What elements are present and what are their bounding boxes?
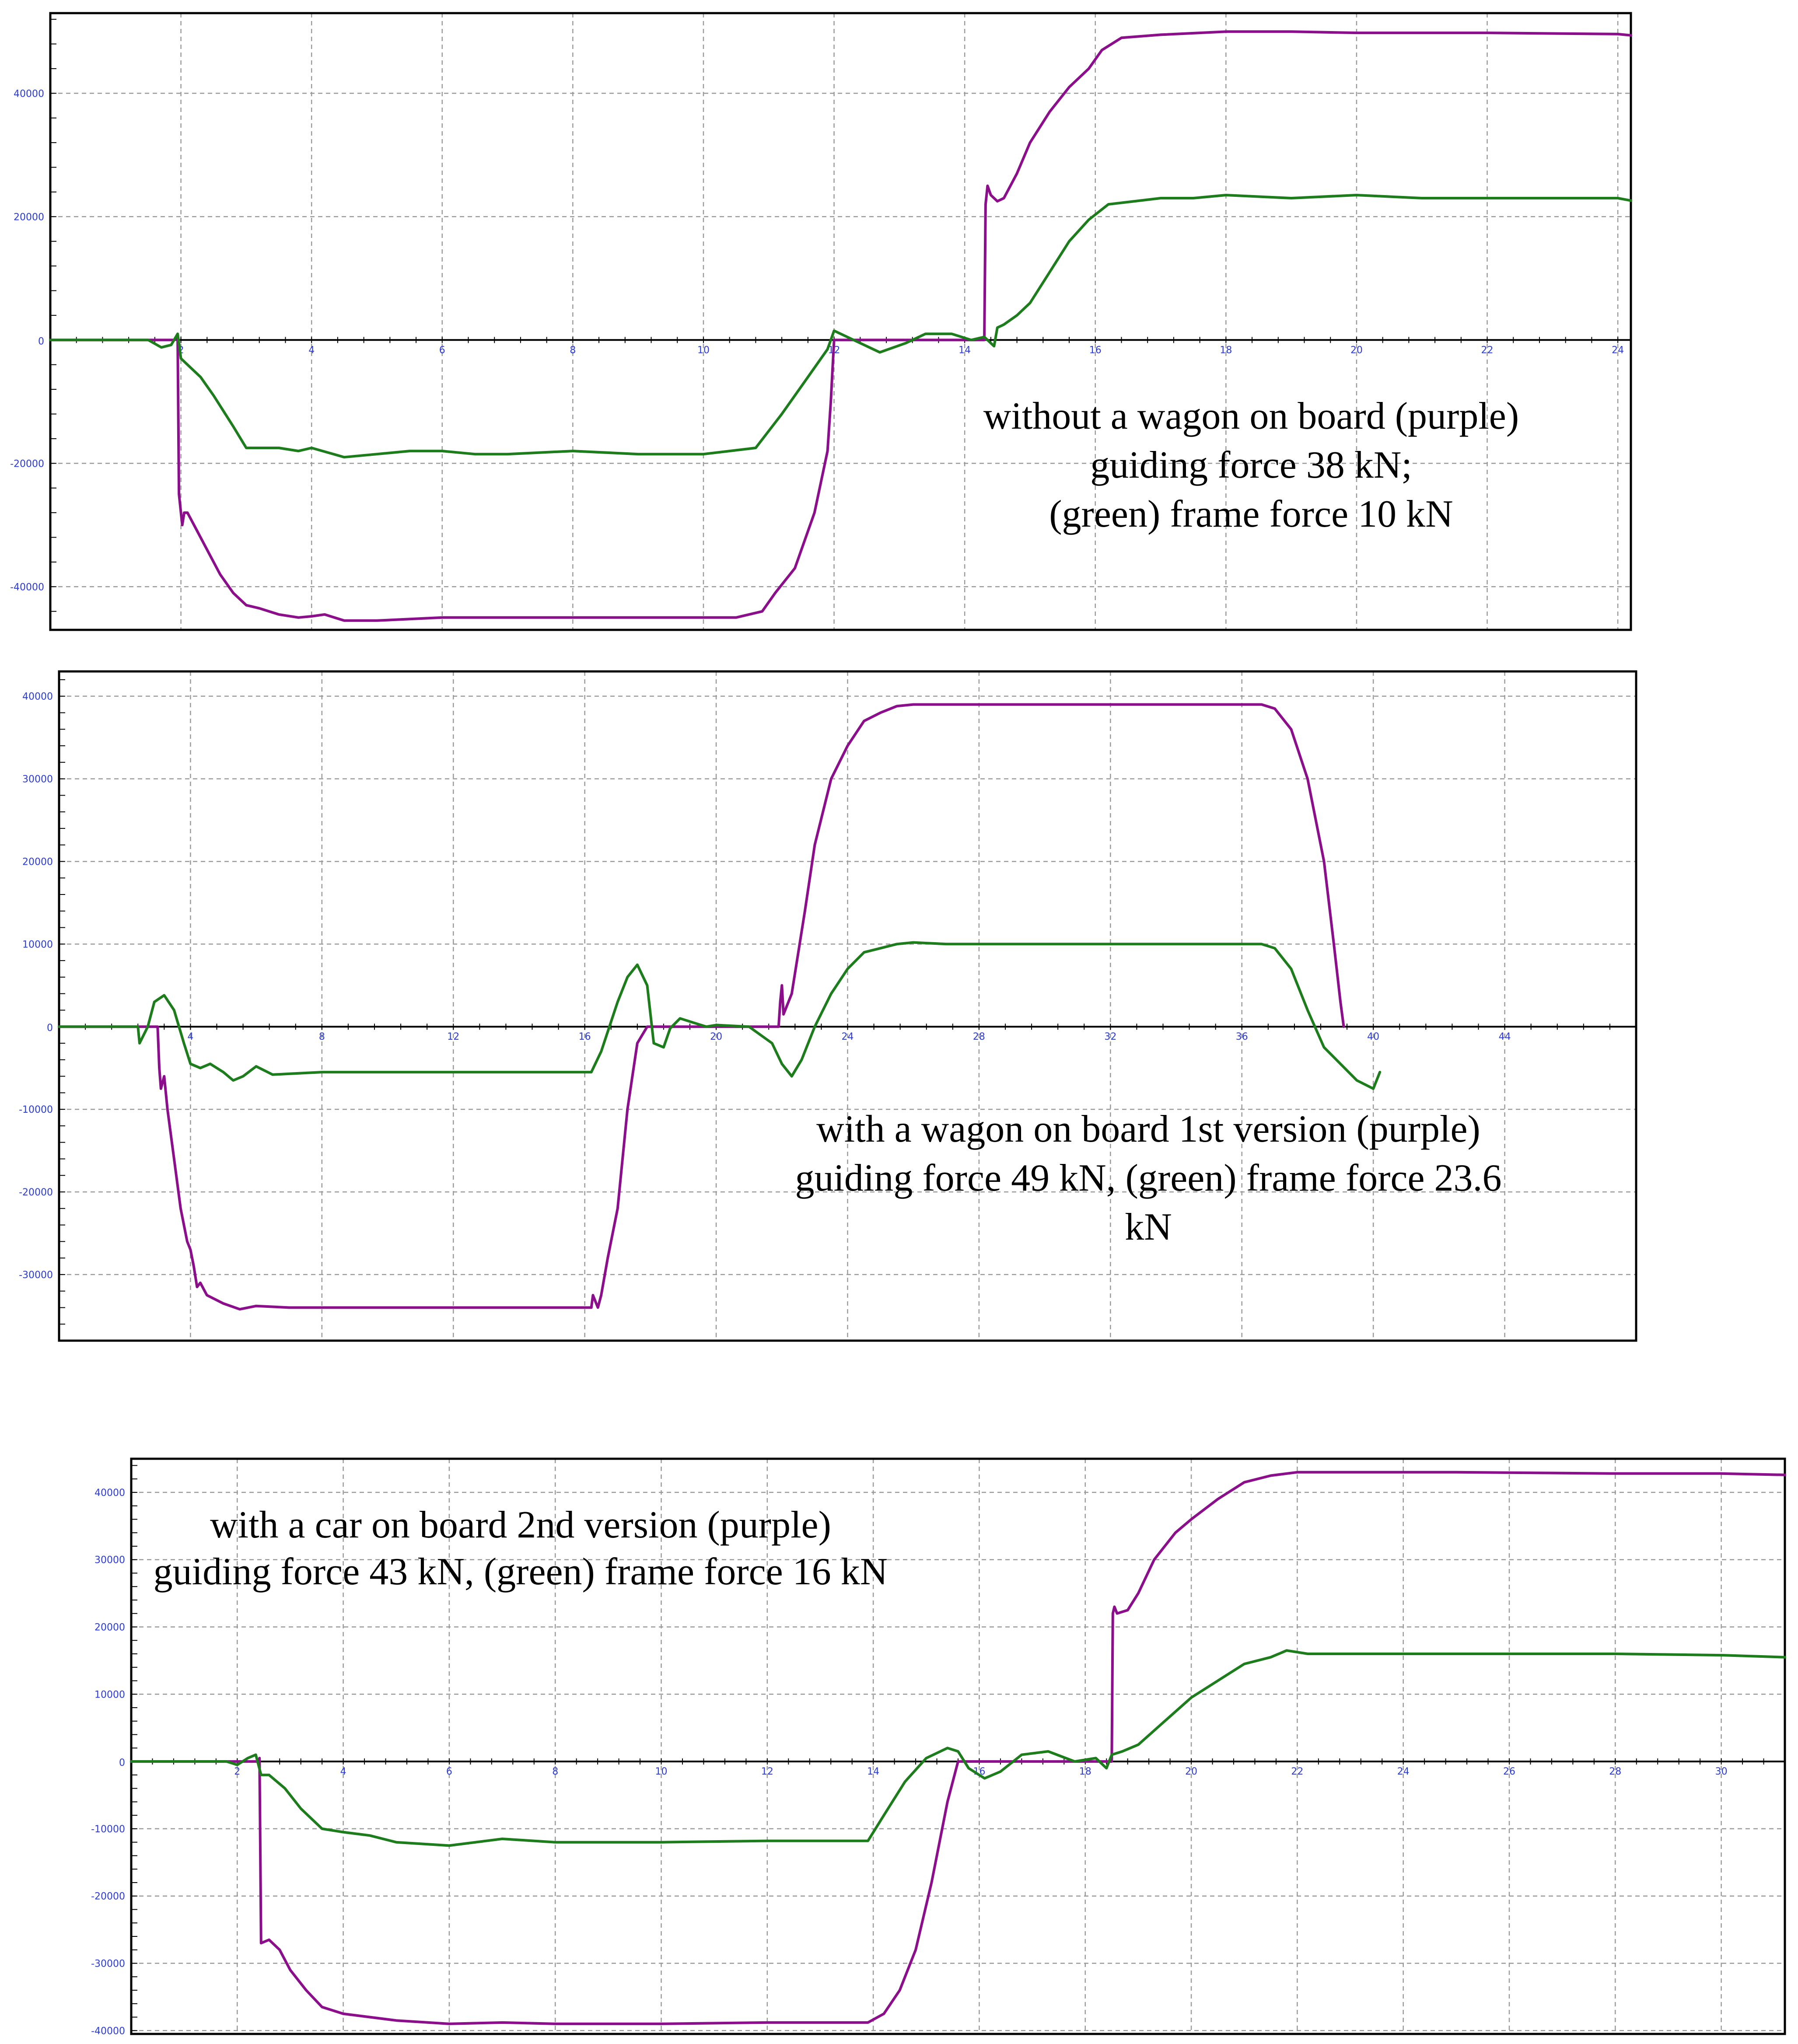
y-tick-label: 40000 (14, 88, 44, 99)
y-tick-label: 30000 (22, 774, 53, 785)
y-tick-label: -30000 (91, 1959, 125, 1970)
x-tick-label: 44 (1499, 1031, 1511, 1042)
y-tick-label: 0 (47, 1023, 53, 1034)
y-tick-label: 40000 (94, 1488, 125, 1499)
x-tick-label: 2 (234, 1766, 240, 1777)
y-tick-label: 20000 (94, 1622, 125, 1633)
plot-frame (58, 670, 1637, 1342)
x-tick-label: 40 (1367, 1031, 1379, 1042)
x-tick-label: 24 (842, 1031, 854, 1042)
purple-series-line (58, 703, 1345, 1311)
x-tick-label: 22 (1481, 345, 1494, 356)
green-series-line (130, 1649, 1786, 1847)
x-tick-label: 28 (973, 1031, 985, 1042)
x-tick-label: 10 (655, 1766, 668, 1777)
annotation-line: guiding force 49 kN, (green) frame force… (795, 1157, 1501, 1199)
y-tick-label: 40000 (22, 692, 53, 702)
x-tick-label: 32 (1104, 1031, 1116, 1042)
y-tick-label: 30000 (94, 1555, 125, 1566)
x-tick-label: 20 (1350, 345, 1363, 356)
y-tick-label: -10000 (19, 1104, 53, 1115)
x-tick-label: 10 (697, 345, 710, 356)
annotation-line: with a wagon on board 1st version (purpl… (816, 1108, 1480, 1150)
x-tick-label: 16 (579, 1031, 591, 1042)
green-series-line (49, 194, 1632, 459)
y-tick-label: -10000 (91, 1824, 125, 1835)
x-tick-label: 30 (1715, 1766, 1728, 1777)
y-tick-label: -20000 (10, 458, 44, 469)
x-tick-label: 6 (439, 345, 445, 356)
x-tick-label: 26 (1503, 1766, 1515, 1777)
x-tick-label: 4 (340, 1766, 346, 1777)
y-tick-label: 0 (38, 336, 44, 347)
plot-frame (130, 1457, 1786, 2035)
annotation-line: with a car on board 2nd version (purple) (210, 1504, 831, 1546)
green-series-line (58, 941, 1382, 1090)
x-tick-label: 14 (867, 1766, 879, 1777)
x-tick-label: 18 (1079, 1766, 1091, 1777)
annotation-line: (green) frame force 10 kN (1049, 493, 1453, 535)
x-tick-label: 16 (1089, 345, 1102, 356)
x-tick-label: 6 (446, 1766, 452, 1777)
x-tick-label: 8 (570, 345, 576, 356)
annotation-line: kN (1125, 1206, 1172, 1248)
x-tick-label: 8 (552, 1766, 558, 1777)
y-tick-label: 10000 (22, 939, 53, 950)
y-tick-label: 0 (119, 1757, 125, 1768)
y-tick-label: 10000 (94, 1689, 125, 1700)
annotation-line: guiding force 38 kN; (1090, 444, 1412, 486)
x-tick-label: 28 (1609, 1766, 1621, 1777)
x-tick-label: 36 (1236, 1031, 1248, 1042)
x-tick-label: 20 (1185, 1766, 1197, 1777)
y-tick-label: 20000 (14, 212, 44, 223)
y-tick-label: -30000 (19, 1270, 53, 1281)
annotation-line: without a wagon on board (purple) (983, 395, 1519, 437)
plot-frame (49, 12, 1632, 631)
x-tick-label: 20 (710, 1031, 722, 1042)
y-tick-label: -20000 (91, 1891, 125, 1902)
chart-2: 4 8 12 16 20 24 28 32 36 40 44 0 40000 30000 20000 1000… (19, 670, 1637, 1342)
purple-series-line (130, 1471, 1786, 2025)
y-tick-label: -40000 (10, 582, 44, 593)
x-tick-label: 22 (1291, 1766, 1303, 1777)
x-tick-label: 12 (761, 1766, 773, 1777)
x-tick-label: 18 (1220, 345, 1232, 356)
purple-series-line (49, 30, 1632, 622)
x-tick-label: 24 (1612, 345, 1624, 356)
y-tick-label: 20000 (22, 856, 53, 867)
x-tick-label: 8 (319, 1031, 325, 1042)
y-tick-label: -40000 (91, 2026, 125, 2037)
plot-area (50, 13, 1631, 630)
x-tick-label: 24 (1397, 1766, 1410, 1777)
x-tick-label: 14 (958, 345, 971, 356)
x-tick-label: 12 (447, 1031, 459, 1042)
chart-3: 2 4 6 8 10 12 14 16 18 20 22 24 26 28 3004000030000200… (91, 1457, 1786, 2037)
annotation-line: guiding force 43 kN, (green) frame force… (154, 1551, 888, 1593)
y-tick-label: -20000 (19, 1187, 53, 1198)
x-tick-label: 4 (187, 1031, 193, 1042)
chart-1: 2 4 6 8 10 12 14 16 18 20 22 2404000020000-20000-40… (10, 12, 1632, 631)
x-tick-label: 4 (308, 345, 315, 356)
